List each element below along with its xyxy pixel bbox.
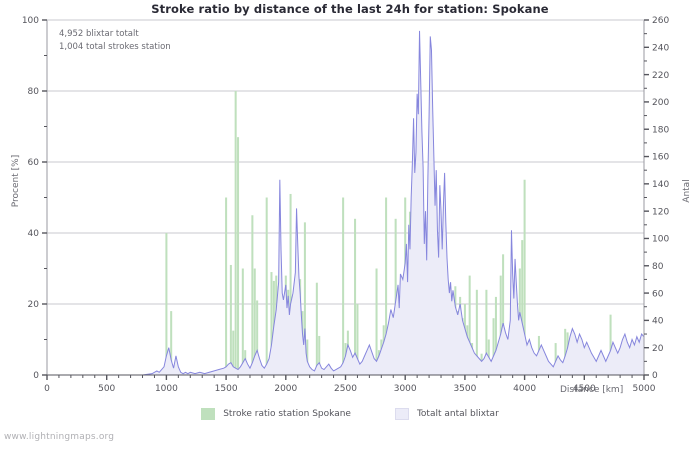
svg-text:1000: 1000 xyxy=(155,384,178,394)
x-axis-label: Distance [km] xyxy=(560,385,624,395)
svg-text:240: 240 xyxy=(652,44,669,54)
svg-text:100: 100 xyxy=(652,235,669,245)
svg-text:1500: 1500 xyxy=(215,384,238,394)
svg-text:0: 0 xyxy=(652,371,658,381)
legend-item[interactable]: Totalt antal blixtar xyxy=(394,408,499,420)
svg-text:100: 100 xyxy=(22,16,39,26)
legend-label: Stroke ratio station Spokane xyxy=(223,409,351,419)
svg-text:160: 160 xyxy=(652,153,669,163)
svg-text:500: 500 xyxy=(98,384,115,394)
legend-swatch-stroke-ratio xyxy=(201,408,216,420)
svg-text:4500: 4500 xyxy=(573,384,596,394)
svg-text:3000: 3000 xyxy=(394,384,417,394)
legend-label: Totalt antal blixtar xyxy=(416,409,499,419)
page-title: Stroke ratio by distance of the last 24h… xyxy=(151,2,549,16)
svg-text:260: 260 xyxy=(652,16,669,26)
watermark: www.lightningmaps.org xyxy=(4,432,115,442)
svg-text:0: 0 xyxy=(44,384,50,394)
svg-text:3500: 3500 xyxy=(453,384,476,394)
svg-text:140: 140 xyxy=(652,180,669,190)
svg-text:20: 20 xyxy=(652,344,664,354)
svg-text:40: 40 xyxy=(28,229,40,239)
svg-text:20: 20 xyxy=(28,300,40,310)
svg-text:0: 0 xyxy=(33,371,39,381)
svg-text:180: 180 xyxy=(652,125,669,135)
legend-item[interactable]: Stroke ratio station Spokane xyxy=(201,408,351,420)
svg-text:4000: 4000 xyxy=(513,384,536,394)
svg-text:2000: 2000 xyxy=(274,384,297,394)
svg-text:60: 60 xyxy=(652,289,664,299)
legend-swatch-total-strokes xyxy=(394,408,409,420)
svg-text:5000: 5000 xyxy=(633,384,656,394)
svg-text:40: 40 xyxy=(652,317,664,327)
svg-text:60: 60 xyxy=(28,158,40,168)
svg-text:220: 220 xyxy=(652,71,669,81)
annotation-total-strokes: 4,952 blixtar totalt xyxy=(59,29,139,39)
chart-legend: Stroke ratio station Spokane Totalt anta… xyxy=(0,408,700,420)
svg-text:120: 120 xyxy=(652,207,669,217)
annotation-station-strokes: 1,004 total strokes station xyxy=(59,42,171,52)
svg-text:2500: 2500 xyxy=(334,384,357,394)
svg-text:80: 80 xyxy=(28,87,40,97)
svg-text:200: 200 xyxy=(652,98,669,108)
svg-text:80: 80 xyxy=(652,262,664,272)
